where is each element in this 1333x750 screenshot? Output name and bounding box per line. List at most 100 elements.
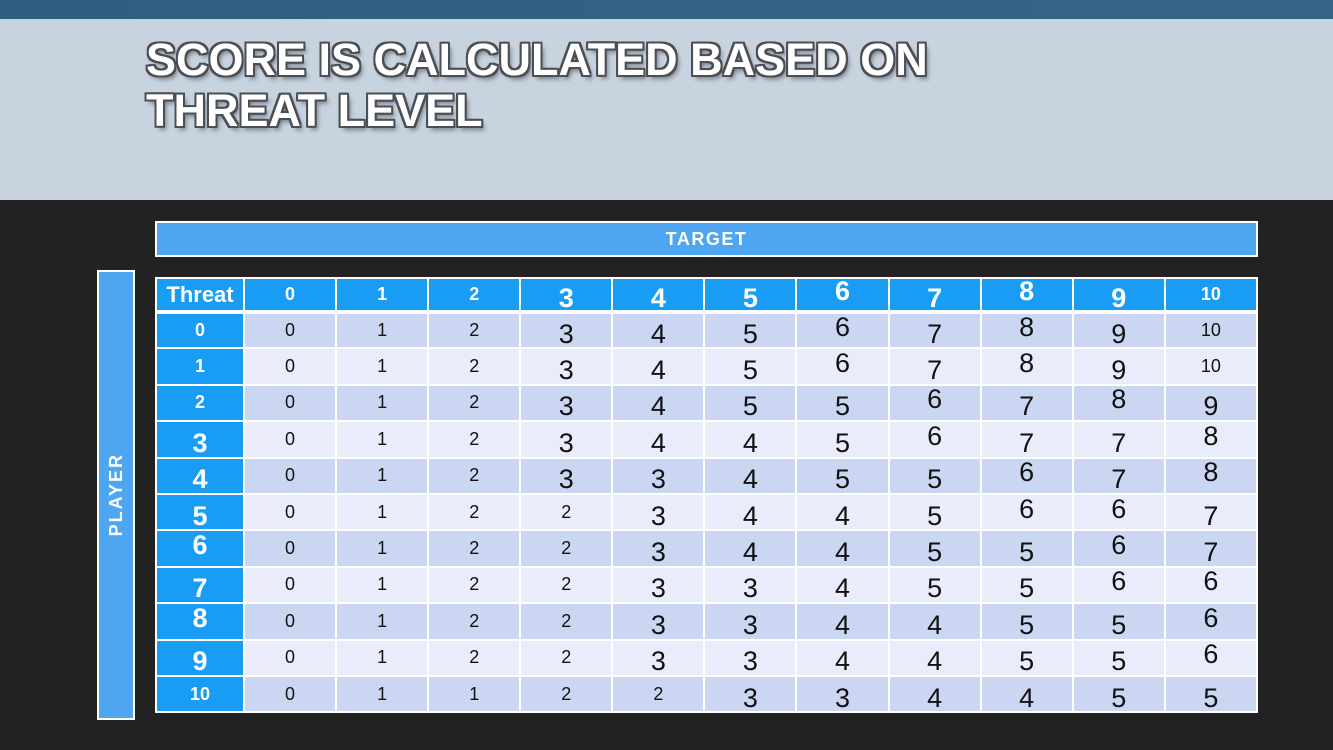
score-cell: 2	[519, 638, 614, 677]
row-header-cell: 4	[155, 456, 245, 495]
score-cell: 0	[242, 347, 338, 386]
cell-value: 1	[377, 610, 388, 631]
cell-value: 10	[189, 683, 211, 704]
row-header-cell: 2	[155, 383, 245, 423]
cell-value: 4	[834, 537, 851, 567]
score-cell: 6	[1071, 492, 1166, 532]
score-cell: 10	[1163, 347, 1259, 386]
score-cell: 5	[979, 529, 1074, 568]
score-cell: 6	[795, 310, 890, 350]
cell-value: 0	[285, 465, 296, 486]
player-axis-header: PLAYER	[97, 270, 135, 720]
cell-value: 4	[927, 682, 943, 713]
score-cell: 7	[1071, 456, 1166, 495]
cell-value: 2	[469, 284, 480, 304]
matrix-row: 2 0 1 2 3 4 5 5 6 7 8 9	[155, 383, 1259, 423]
cell-value: 3	[742, 573, 758, 604]
cell-value: 8	[1019, 278, 1035, 306]
cell-value: 5	[927, 537, 943, 567]
cell-value: 9	[192, 646, 208, 676]
score-cell: 2	[427, 310, 522, 350]
score-cell: 4	[795, 602, 890, 641]
column-header-cell: 4	[611, 277, 706, 314]
score-cell: 10	[1163, 310, 1259, 350]
score-cell: 4	[795, 565, 890, 605]
cell-value: 6	[1111, 530, 1127, 561]
cell-value: 2	[469, 647, 480, 668]
score-cell: 4	[703, 492, 798, 532]
row-header-cell: 0	[155, 310, 245, 350]
score-cell: 7	[1071, 420, 1166, 459]
score-matrix-table: Threat 0 1 2 3 4 5 6 7 8 9 10 0 0 1 2 3 4 5 6 7 8 9 10 1 0 1 2 3 4 5 6 7…	[155, 277, 1259, 714]
cell-value: 8	[1019, 312, 1035, 343]
score-cell: 1	[335, 310, 430, 350]
score-cell: 5	[1071, 602, 1166, 641]
cell-value: 7	[927, 319, 943, 349]
score-cell: 8	[1163, 456, 1259, 495]
cell-value: 6	[1203, 566, 1219, 597]
cell-value: 3	[650, 609, 666, 640]
score-cell: 1	[335, 456, 430, 495]
score-cell: 2	[427, 602, 522, 641]
cell-value: 0	[285, 284, 296, 304]
cell-value: 7	[192, 573, 208, 604]
cell-value: 3	[650, 537, 666, 567]
cell-value: 0	[285, 683, 296, 704]
row-header-cell: 9	[155, 638, 245, 677]
cell-value: 4	[742, 427, 758, 458]
score-cell: 5	[1163, 674, 1259, 714]
score-cell: 0	[242, 456, 338, 495]
cell-value: 9	[1111, 283, 1127, 312]
cell-value: 0	[285, 574, 296, 595]
score-cell: 2	[611, 674, 706, 714]
score-cell: 1	[335, 638, 430, 677]
matrix-row: 0 0 1 2 3 4 5 6 7 8 9 10	[155, 310, 1259, 350]
score-cell: 6	[1071, 529, 1166, 568]
score-cell: 6	[887, 383, 982, 423]
score-cell: 2	[427, 347, 522, 386]
score-cell: 5	[979, 565, 1074, 605]
score-cell: 3	[611, 602, 706, 641]
cell-value: 4	[742, 464, 758, 494]
score-cell: 6	[1071, 565, 1166, 605]
score-cell: 3	[703, 674, 798, 714]
cell-value: 4	[650, 283, 666, 312]
player-axis-label: PLAYER	[105, 453, 126, 537]
column-header-cell: 3	[519, 277, 614, 314]
matrix-row: 8 0 1 2 2 3 3 4 4 5 5 6	[155, 602, 1259, 641]
column-header-cell: 8	[979, 277, 1074, 314]
score-cell: 5	[979, 638, 1074, 677]
cell-value: 6	[192, 530, 208, 561]
cell-value: 1	[377, 392, 388, 413]
cell-value: 5	[1111, 682, 1127, 713]
cell-value: 5	[1111, 609, 1127, 640]
score-cell: 4	[795, 529, 890, 568]
score-cell: 3	[611, 565, 706, 605]
score-matrix-container: Threat 0 1 2 3 4 5 6 7 8 9 10 0 0 1 2 3 4 5 6 7 8 9 10 1 0 1 2 3 4 5 6 7…	[155, 277, 1259, 714]
cell-value: 2	[469, 428, 480, 449]
cell-value: 0	[285, 428, 296, 449]
score-cell: 3	[703, 638, 798, 677]
score-cell: 1	[335, 674, 430, 714]
cell-value: 1	[469, 683, 480, 704]
cell-value: 3	[558, 283, 574, 312]
score-cell: 6	[1163, 602, 1259, 641]
column-header-cell: 10	[1163, 277, 1259, 314]
cell-value: 5	[1019, 537, 1035, 567]
cell-value: 2	[469, 320, 480, 341]
cell-value: 6	[1111, 566, 1127, 597]
cell-value: 4	[192, 464, 208, 494]
score-cell: 3	[611, 529, 706, 568]
cell-value: 5	[1203, 682, 1219, 713]
cell-value: 3	[558, 464, 574, 494]
score-cell: 1	[335, 383, 430, 423]
cell-value: 2	[469, 465, 480, 486]
score-cell: 9	[1163, 383, 1259, 423]
cell-value: 6	[1019, 457, 1035, 488]
cell-value: 4	[742, 537, 758, 567]
cell-value: 5	[834, 391, 851, 422]
cell-value: 7	[1203, 537, 1219, 567]
score-cell: 0	[242, 674, 338, 714]
score-cell: 4	[611, 347, 706, 386]
